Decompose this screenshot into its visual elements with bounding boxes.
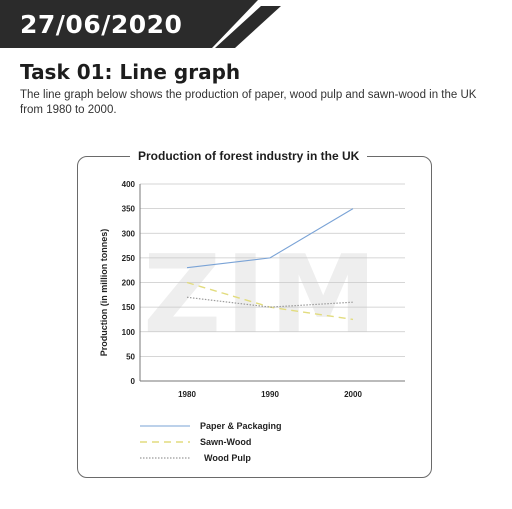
date-label: 27/06/2020 xyxy=(20,10,183,39)
y-tick-label: 400 xyxy=(122,180,136,189)
chart-series xyxy=(186,208,354,321)
series-line-wood-pulp xyxy=(186,296,354,308)
x-tick-label: 1980 xyxy=(178,390,196,399)
chart-grid: Production (in million tonnes) xyxy=(99,183,405,382)
y-tick-label: 150 xyxy=(122,303,136,312)
series-line-sawn-wood xyxy=(186,281,354,321)
y-tick-label: 350 xyxy=(122,205,136,214)
legend-label: Wood Pulp xyxy=(204,453,251,463)
chart-legend: Paper & Packaging Sawn-Wood Wood Pulp xyxy=(140,421,282,463)
x-tick-label: 2000 xyxy=(344,390,362,399)
y-tick-labels: 0 50 100 150 200 250 300 350 400 xyxy=(122,180,136,386)
chart-title-wrap: Production of forest industry in the UK xyxy=(130,147,368,165)
x-tick-label: 1990 xyxy=(261,390,279,399)
chart-title: Production of forest industry in the UK xyxy=(138,149,360,163)
y-tick-label: 250 xyxy=(122,254,136,263)
date-banner: 27/06/2020 xyxy=(0,0,285,48)
banner-shape xyxy=(0,0,281,48)
legend-label: Paper & Packaging xyxy=(200,421,282,431)
task-description: The line graph below shows the productio… xyxy=(20,89,477,116)
task-title: Task 01: Line graph xyxy=(20,60,241,84)
x-tick-labels: 1980 1990 2000 xyxy=(178,390,362,399)
y-tick-label: 300 xyxy=(122,229,136,238)
y-axis-label: Production (in million tonnes) xyxy=(99,229,109,357)
y-tick-label: 100 xyxy=(122,328,136,337)
y-tick-label: 0 xyxy=(131,377,136,386)
legend-label: Sawn-Wood xyxy=(200,437,251,447)
watermark: ZIM xyxy=(143,233,381,358)
y-tick-label: 50 xyxy=(126,352,135,361)
series-line-paper-packaging xyxy=(186,208,354,269)
y-tick-label: 200 xyxy=(122,279,136,288)
